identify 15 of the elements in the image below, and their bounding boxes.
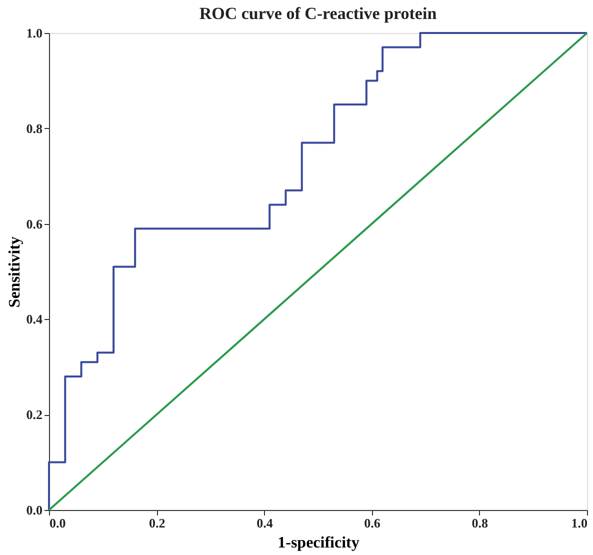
x-axis-title: 1-specificity: [278, 534, 360, 552]
x-tick-label: 0.6: [364, 516, 381, 530]
x-tick-label: 0.8: [472, 516, 489, 530]
y-tick-label: 0.8: [26, 120, 43, 136]
y-tick-label: 0.6: [26, 216, 43, 232]
x-tick-label: 1.0: [571, 516, 588, 530]
x-tick-label: 0.4: [256, 516, 274, 530]
y-tick-label: 0.4: [26, 312, 43, 327]
x-tick-label: 0.0: [50, 516, 66, 530]
y-tick-label: 1.0: [26, 26, 42, 40]
x-tick-label: 0.2: [148, 516, 166, 530]
y-tick-label: 0.0: [26, 502, 42, 518]
chart-title: ROC curve of C-reactive protein: [199, 4, 438, 23]
y-tick-label: 0.2: [26, 407, 42, 422]
y-axis-title: Sensitivity: [6, 236, 24, 308]
